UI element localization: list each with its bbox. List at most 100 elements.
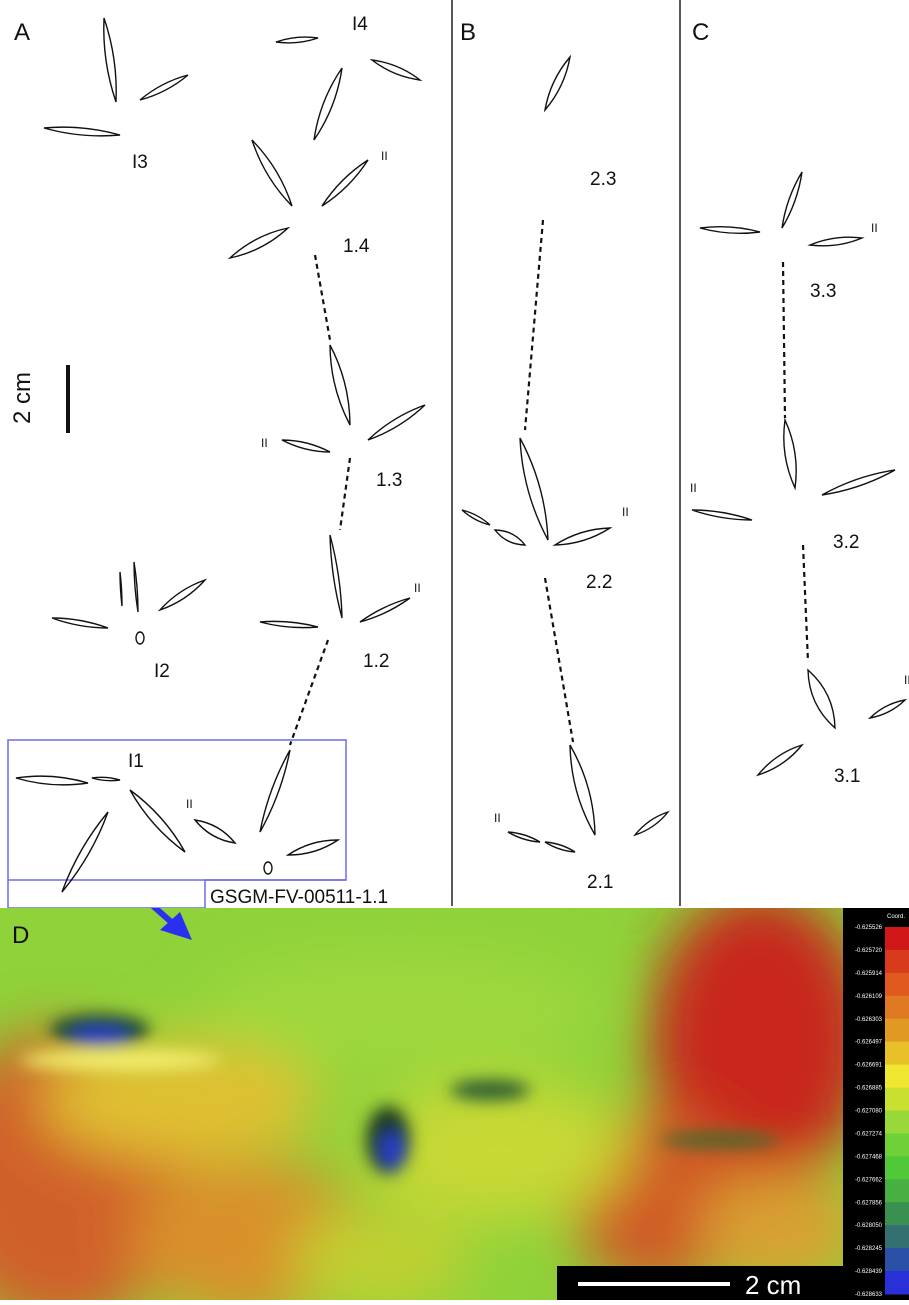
digit-outline [822,470,895,495]
colorbar-label: -0.627274 [855,1131,883,1137]
pad-outline [136,632,144,644]
pad-outline [264,862,272,874]
panel-label: C [692,19,709,46]
colorbar-band [885,1202,909,1225]
digit-outline [276,37,318,43]
colorbar-band [885,1088,909,1111]
colorbar-label: -0.627080 [855,1109,883,1115]
trackway-line [783,262,785,418]
digit-outline [52,618,108,628]
digit-outline [520,438,548,540]
trackway-line [545,578,573,742]
colorbar-label: -0.626691 [855,1063,883,1069]
digit-outline [360,598,410,622]
track-label: I2 [154,661,170,682]
colorbar-label: -0.625720 [855,948,883,954]
digit-outline [758,745,802,775]
track-label: 3.2 [833,532,859,553]
track-label: 3.3 [810,281,836,302]
colorbar-title: Coord. [887,914,905,920]
colorbar-label: -0.626109 [855,994,883,1000]
colorbar-label: -0.625914 [855,971,883,977]
digit-outline [635,812,668,835]
digit-label: II [381,149,388,163]
digit-outline [495,530,525,545]
colorbar-band [885,1271,909,1294]
track-label: 3.1 [834,766,860,787]
digit-outline [260,621,318,627]
track-label: 2.2 [586,572,612,593]
digit-outline [372,60,420,80]
digit-outline [330,345,350,425]
panel-label: A [14,19,30,46]
digit-outline [508,832,540,842]
digit-label: II [414,581,421,595]
digit-outline [160,580,205,610]
track-label: I1 [128,751,144,772]
colorbar-label: -0.628050 [855,1223,883,1229]
track-label: 1.3 [376,470,402,491]
trackway-line [803,545,808,662]
colorbar-label: -0.625526 [855,925,883,931]
trackway-line [340,458,350,530]
digit-label: II [871,221,878,235]
digit-outline [545,842,575,852]
colorbar-label: -0.628245 [855,1246,883,1252]
colorbar-band [885,1042,909,1065]
digit-outline [260,750,290,832]
digit-outline [314,68,342,140]
digit-outline [368,405,425,440]
colorbar-band [885,1133,909,1156]
specimen-label: GSGM-FV-00511-1.1 [210,887,388,908]
digit-outline [870,700,905,718]
digit-outline [330,535,342,618]
colorbar-band [885,1179,909,1202]
digit-outline [104,18,116,102]
panel-label: B [460,19,476,46]
digit-outline [195,820,235,843]
panel-label: D [12,922,29,949]
digit-outline [545,57,570,110]
trackway-line [315,255,330,340]
digit-outline [322,160,368,206]
digit-outline [288,840,338,855]
digit-outline [782,172,802,228]
track-label: I4 [352,14,368,35]
tracks-panel: 2 cm A B C I3 I4 1.4 1.3 I2 1.2 I1 GSGM-… [8,0,909,908]
digit-outline [134,562,138,612]
digit-outline [252,140,292,206]
digit-outline [808,670,835,728]
digit-outline [784,420,796,488]
colorbar-band [885,1225,909,1248]
colorbar-band [885,1065,909,1088]
colorbar: Coord. -0.625526 -0.625720 -0.625914 -0.626… [843,908,909,1300]
colorbar-label: -0.628439 [855,1269,883,1275]
digit-outline [692,510,752,520]
colorbar-label: -0.626885 [855,1086,883,1092]
track-label: 2.1 [587,872,613,893]
digit-outline [130,790,185,852]
digit-outline [230,228,288,258]
digit-outline [44,127,120,136]
colorbar-band [885,996,909,1019]
digit-outline [462,510,490,525]
digit-outline [282,440,330,452]
trackway-line [290,640,328,745]
track-label: 1.4 [343,236,370,257]
colorbar-label: -0.627856 [855,1200,883,1206]
digit-outline [140,75,188,100]
digit-label: II [622,505,629,519]
scale-label: 2 cm [745,1270,801,1300]
track-label: I3 [132,152,148,173]
scale-label: 2 cm [9,372,36,424]
digit-outline [120,572,122,606]
colorbar-label: -0.626497 [855,1040,883,1046]
digit-label: II [904,673,909,687]
digit-label: II [186,797,193,811]
colorbar-band [885,927,909,950]
colorbar-band [885,1111,909,1134]
colorbar-band [885,973,909,996]
colorbar-label: -0.628633 [855,1292,883,1298]
colorbar-band [885,1248,909,1271]
figure: 2 cm A B C I3 I4 1.4 1.3 I2 1.2 I1 GSGM-… [0,0,909,1300]
